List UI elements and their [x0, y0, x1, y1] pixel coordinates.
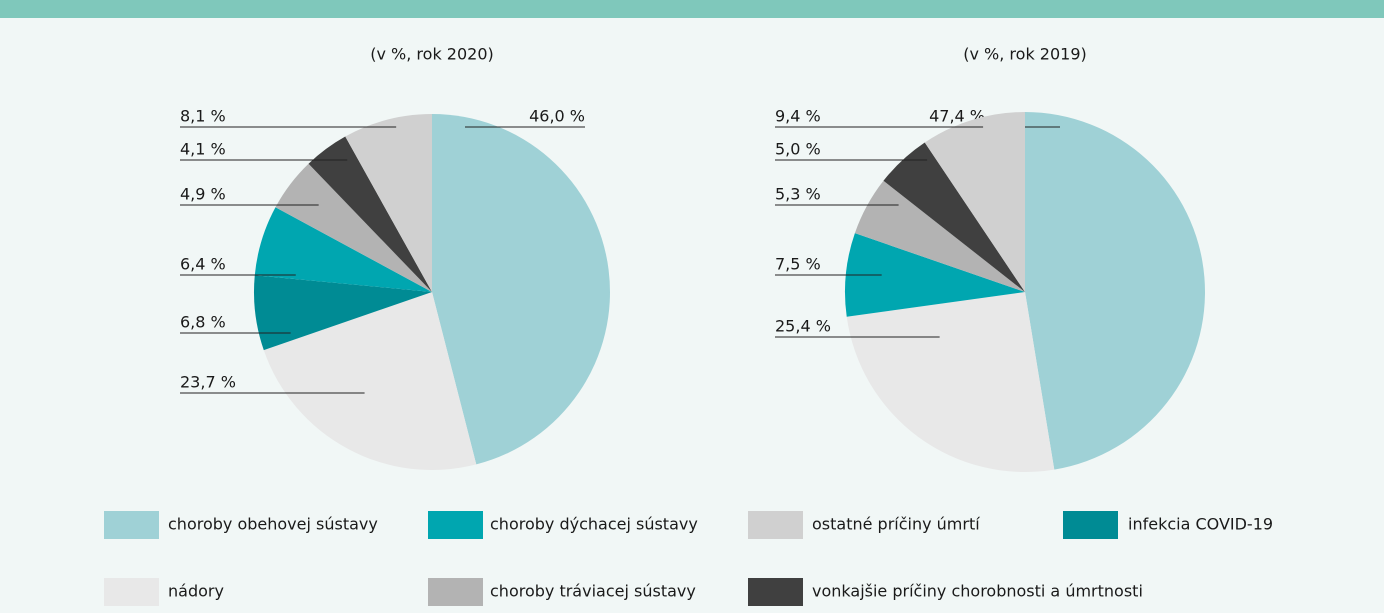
legend-label: infekcia COVID-19	[1128, 515, 1273, 534]
legend-label: vonkajšie príčiny chorobnosti a úmrtnost…	[812, 582, 1143, 601]
legend-swatch	[1063, 511, 1118, 539]
value-label: 46,0 %	[529, 107, 585, 126]
legend-label: choroby dýchacej sústavy	[490, 515, 698, 534]
value-label: 7,5 %	[775, 255, 821, 274]
value-label: 8,1 %	[180, 107, 226, 126]
pie-slice	[924, 112, 1025, 292]
legend-swatch	[748, 578, 803, 606]
pie-slice	[846, 292, 1055, 472]
legend-label: choroby obehovej sústavy	[168, 515, 378, 534]
subtitle: (v %, rok 2020)	[370, 45, 494, 64]
value-label: 5,0 %	[775, 140, 821, 159]
value-label: 25,4 %	[775, 317, 831, 336]
pie-slice	[345, 114, 432, 292]
value-label: 4,1 %	[180, 140, 226, 159]
subtitle: (v %, rok 2019)	[963, 45, 1087, 64]
legend-label: choroby tráviacej sústavy	[490, 582, 696, 601]
value-label: 23,7 %	[180, 373, 236, 392]
pie-slice	[1025, 112, 1206, 470]
banner	[0, 0, 1384, 18]
pie-slice	[883, 142, 1025, 292]
legend-swatch	[104, 578, 159, 606]
legend-swatch	[428, 578, 483, 606]
pie-slice	[845, 233, 1025, 317]
pie-slice	[275, 163, 432, 292]
value-label: 6,8 %	[180, 313, 226, 332]
pie-slice	[308, 136, 432, 292]
pie-slice	[263, 292, 477, 470]
legend-label: ostatné príčiny úmrtí	[812, 515, 980, 534]
legend-swatch	[748, 511, 803, 539]
pie-slice	[254, 275, 432, 351]
pie-slice	[254, 207, 432, 292]
pie-slice	[854, 180, 1025, 292]
value-label: 4,9 %	[180, 185, 226, 204]
value-label: 6,4 %	[180, 255, 226, 274]
value-label: 5,3 %	[775, 185, 821, 204]
legend-swatch	[428, 511, 483, 539]
legend-swatch	[104, 511, 159, 539]
legend-label: nádory	[168, 582, 224, 601]
pie-slice	[432, 114, 610, 465]
value-label: 9,4 %	[775, 107, 821, 126]
